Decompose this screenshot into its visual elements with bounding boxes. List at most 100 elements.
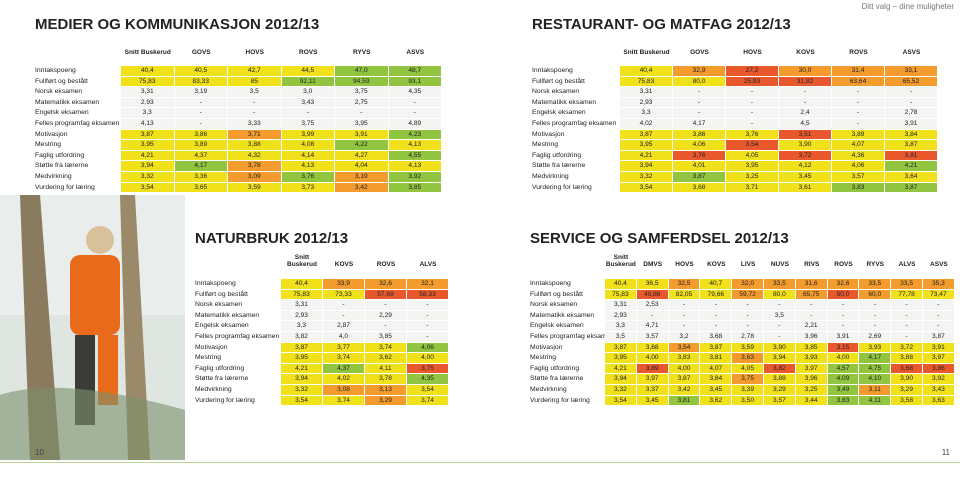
row-label: Medvirkning bbox=[532, 173, 569, 180]
value-cell: 3,76 bbox=[281, 172, 334, 182]
value-cell: 92,11 bbox=[281, 76, 334, 87]
value-cell: 3,37 bbox=[636, 385, 668, 395]
value-cell: 3,95 bbox=[121, 140, 174, 150]
value-cell: 4,89 bbox=[388, 119, 441, 129]
value-cell: 3,11 bbox=[859, 385, 891, 395]
row-label: Vurdering for læring bbox=[530, 396, 590, 404]
value-cell: 40,86 bbox=[636, 289, 668, 300]
value-cell: 2,93 bbox=[281, 310, 322, 321]
value-cell: 3,71 bbox=[228, 129, 281, 140]
value-cell: 3,87 bbox=[885, 140, 937, 150]
value-cell: 3,68 bbox=[700, 332, 732, 342]
value-cell: - bbox=[885, 87, 937, 97]
value-cell: 2,69 bbox=[859, 332, 891, 342]
value-cell: 3,29 bbox=[891, 385, 922, 395]
value-cell: 85 bbox=[228, 76, 281, 87]
value-cell: 3,42 bbox=[668, 385, 700, 395]
value-cell: 4,5 bbox=[779, 119, 831, 129]
value-cell: 3,94 bbox=[620, 161, 672, 171]
value-cell: 4,35 bbox=[388, 87, 441, 97]
value-cell: 3,31 bbox=[620, 87, 672, 97]
value-cell: - bbox=[891, 332, 922, 342]
value-cell: 33,5 bbox=[859, 279, 891, 289]
value-cell: 3,95 bbox=[281, 353, 322, 363]
column-header: KOVS bbox=[707, 261, 726, 268]
row-label: Matematikk eksamen bbox=[530, 311, 595, 319]
value-cell: 3,58 bbox=[891, 395, 922, 406]
value-cell: 33,1 bbox=[885, 66, 937, 76]
value-cell: 4,02 bbox=[323, 374, 364, 384]
value-cell: 3,75 bbox=[407, 363, 448, 374]
value-cell: - bbox=[859, 300, 891, 310]
column-header: ROVS bbox=[299, 49, 318, 56]
value-cell: 3,43 bbox=[923, 385, 954, 395]
value-cell: 4,06 bbox=[407, 342, 448, 353]
value-cell: - bbox=[891, 300, 922, 310]
row-label: Fullført og bestått bbox=[35, 77, 88, 85]
value-cell: 48,7 bbox=[388, 66, 441, 76]
value-cell: 65,75 bbox=[795, 289, 827, 300]
value-cell: 32,9 bbox=[673, 66, 725, 76]
value-cell: 33,5 bbox=[764, 279, 795, 289]
value-cell: 4,12 bbox=[779, 161, 831, 171]
value-cell: 3,89 bbox=[636, 363, 668, 374]
column-header: ASVS bbox=[930, 261, 948, 268]
value-cell: 3,25 bbox=[726, 172, 778, 182]
value-cell: 3,63 bbox=[923, 395, 954, 406]
value-cell: - bbox=[365, 300, 406, 310]
value-cell: 3,96 bbox=[795, 374, 827, 384]
value-cell: 3,31 bbox=[605, 300, 636, 310]
row-label: Inntakspoeng bbox=[532, 67, 573, 74]
value-cell: 3,39 bbox=[732, 385, 763, 395]
value-cell: 25,93 bbox=[726, 76, 778, 87]
value-cell: 75,83 bbox=[620, 76, 672, 87]
value-cell: 2,93 bbox=[620, 97, 672, 108]
row-label: Motivasjon bbox=[532, 130, 565, 138]
value-cell: 31,82 bbox=[779, 76, 831, 87]
value-cell: 3,62 bbox=[365, 353, 406, 363]
row-label: Felles programfag eksamen bbox=[532, 120, 617, 127]
value-cell: 3,45 bbox=[779, 172, 831, 182]
value-cell: 3,72 bbox=[779, 150, 831, 161]
value-cell: 3,51 bbox=[779, 129, 831, 140]
row-label: Støtte fra lærerne bbox=[530, 375, 584, 383]
row-label: Mestring bbox=[532, 141, 559, 149]
value-cell: 4,21 bbox=[121, 150, 174, 161]
value-cell: 3,54 bbox=[281, 395, 322, 406]
row-label: Mestring bbox=[195, 354, 222, 362]
column-header: NUVS bbox=[770, 261, 789, 268]
row-label: Inntakspoeng bbox=[530, 280, 571, 287]
value-cell: - bbox=[726, 97, 778, 108]
value-cell: 3,62 bbox=[700, 395, 732, 406]
value-cell: 3,78 bbox=[228, 161, 281, 171]
value-cell: 4,22 bbox=[335, 140, 388, 150]
row-label: Mestring bbox=[530, 354, 557, 362]
value-cell: 44,5 bbox=[281, 66, 334, 76]
column-header: DMVS bbox=[643, 261, 663, 268]
value-cell: 3,45 bbox=[700, 385, 732, 395]
value-cell: 58,33 bbox=[407, 289, 448, 300]
value-cell: 33,5 bbox=[891, 279, 922, 289]
value-cell: - bbox=[174, 119, 227, 129]
value-cell: 2,4 bbox=[779, 108, 831, 118]
value-cell: 3,97 bbox=[923, 353, 954, 363]
value-cell: - bbox=[891, 321, 922, 331]
column-header: RIVS bbox=[804, 261, 820, 268]
row-label: Vurdering for læring bbox=[532, 183, 592, 191]
value-cell: 3,88 bbox=[891, 353, 922, 363]
value-cell: 4,08 bbox=[281, 140, 334, 150]
value-cell: 4,07 bbox=[832, 140, 884, 150]
value-cell: - bbox=[388, 108, 441, 118]
value-cell: 3,85 bbox=[795, 342, 827, 353]
value-cell: 3,68 bbox=[891, 363, 922, 374]
value-cell: 2,21 bbox=[795, 321, 827, 331]
value-cell: 3,82 bbox=[764, 363, 795, 374]
value-cell: 3,31 bbox=[281, 300, 322, 310]
value-cell: 4,14 bbox=[281, 150, 334, 161]
value-cell: 3,95 bbox=[726, 161, 778, 171]
value-cell: 3,50 bbox=[732, 395, 763, 406]
left-page bbox=[0, 195, 185, 460]
row-label: Faglig utfordring bbox=[35, 151, 85, 159]
value-cell: 4,00 bbox=[636, 353, 668, 363]
